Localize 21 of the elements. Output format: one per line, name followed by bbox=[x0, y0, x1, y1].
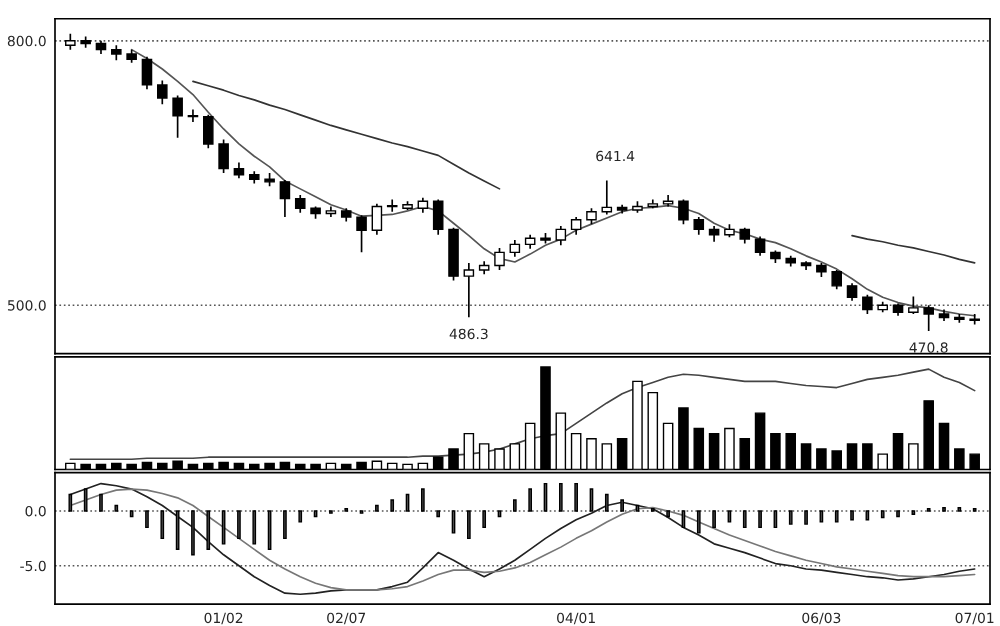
candlestick bbox=[555, 225, 567, 247]
candlestick bbox=[862, 293, 873, 315]
candlestick bbox=[371, 203, 383, 236]
candlestick bbox=[969, 313, 980, 326]
candlestick bbox=[218, 138, 229, 174]
candlestick bbox=[172, 94, 183, 139]
candlestick bbox=[923, 304, 934, 332]
candlestick bbox=[141, 55, 153, 91]
candlestick bbox=[202, 114, 214, 150]
candlestick bbox=[157, 79, 168, 106]
candlestick bbox=[831, 269, 843, 291]
candlestick bbox=[754, 235, 766, 257]
candlestick bbox=[279, 179, 291, 218]
candlestick bbox=[432, 198, 444, 236]
candlestick bbox=[678, 198, 689, 225]
candlestick bbox=[448, 226, 459, 282]
candlestick bbox=[386, 198, 398, 213]
candlestick bbox=[463, 262, 475, 319]
candlestick bbox=[356, 214, 367, 254]
candlestick bbox=[187, 108, 199, 123]
candlestick bbox=[494, 247, 505, 271]
